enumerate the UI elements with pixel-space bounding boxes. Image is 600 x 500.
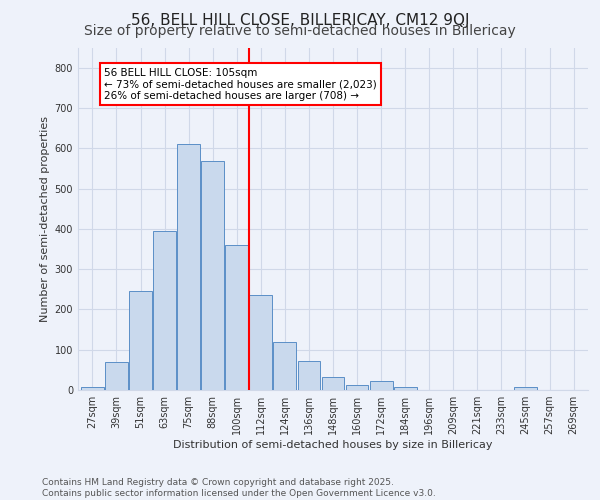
Bar xyxy=(129,292,152,390)
Text: 56, BELL HILL CLOSE, BILLERICAY, CM12 9QJ: 56, BELL HILL CLOSE, BILLERICAY, CM12 9Q… xyxy=(131,12,469,28)
Text: Size of property relative to semi-detached houses in Billericay: Size of property relative to semi-detach… xyxy=(84,24,516,38)
Bar xyxy=(105,362,128,390)
Bar xyxy=(370,381,392,390)
X-axis label: Distribution of semi-detached houses by size in Billericay: Distribution of semi-detached houses by … xyxy=(173,440,493,450)
Text: Contains HM Land Registry data © Crown copyright and database right 2025.
Contai: Contains HM Land Registry data © Crown c… xyxy=(42,478,436,498)
Bar xyxy=(274,342,296,390)
Y-axis label: Number of semi-detached properties: Number of semi-detached properties xyxy=(40,116,50,322)
Bar xyxy=(514,387,537,390)
Text: 56 BELL HILL CLOSE: 105sqm
← 73% of semi-detached houses are smaller (2,023)
26%: 56 BELL HILL CLOSE: 105sqm ← 73% of semi… xyxy=(104,68,377,101)
Bar xyxy=(394,387,416,390)
Bar xyxy=(346,385,368,390)
Bar xyxy=(177,144,200,390)
Bar xyxy=(298,361,320,390)
Bar xyxy=(153,231,176,390)
Bar xyxy=(226,245,248,390)
Bar xyxy=(250,296,272,390)
Bar xyxy=(322,376,344,390)
Bar xyxy=(201,161,224,390)
Bar xyxy=(81,387,104,390)
